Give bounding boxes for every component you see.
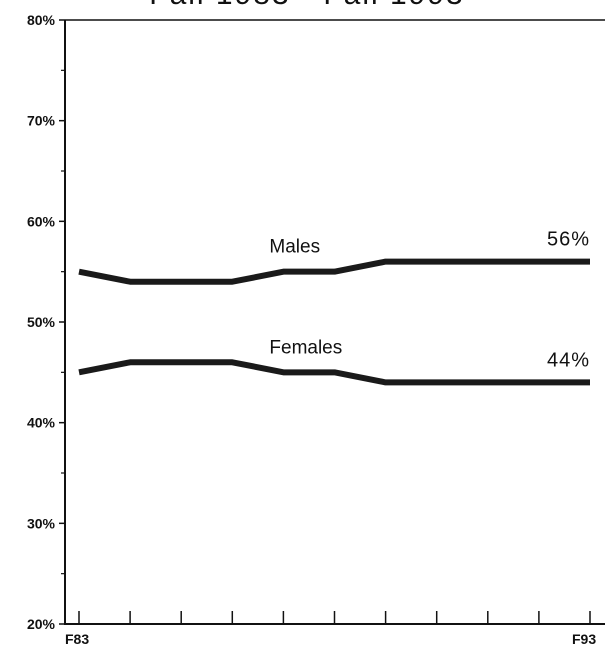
series-line-females xyxy=(78,359,590,386)
y-tick-label: 20% xyxy=(27,616,56,632)
y-axis-ticks: 20% 30% 40% 50% 60% 70% 80% xyxy=(27,12,65,632)
x-tick-label-last: F93 xyxy=(572,631,596,647)
y-tick-label: 30% xyxy=(27,515,56,531)
axes xyxy=(64,19,605,625)
series-lines xyxy=(78,258,590,386)
y-tick-label: 70% xyxy=(27,113,56,129)
series-name-label-females: Females xyxy=(269,337,342,358)
series-end-label-females: 44% xyxy=(547,349,590,371)
x-tick-label-first: F83 xyxy=(65,631,89,647)
chart-title: Fall 1983 - Fall 1993 xyxy=(149,0,465,11)
y-tick-label: 80% xyxy=(27,12,56,28)
y-tick-label: 40% xyxy=(27,415,56,431)
y-tick-label: 60% xyxy=(27,213,56,229)
series-end-label-males: 56% xyxy=(547,229,590,251)
series-line-males xyxy=(78,258,590,285)
y-tick-label: 50% xyxy=(27,314,56,330)
x-axis-ticks: F83 F93 xyxy=(65,611,596,647)
series-name-label-males: Males xyxy=(269,237,320,258)
series-labels: Males 56% Females 44% xyxy=(269,229,590,372)
